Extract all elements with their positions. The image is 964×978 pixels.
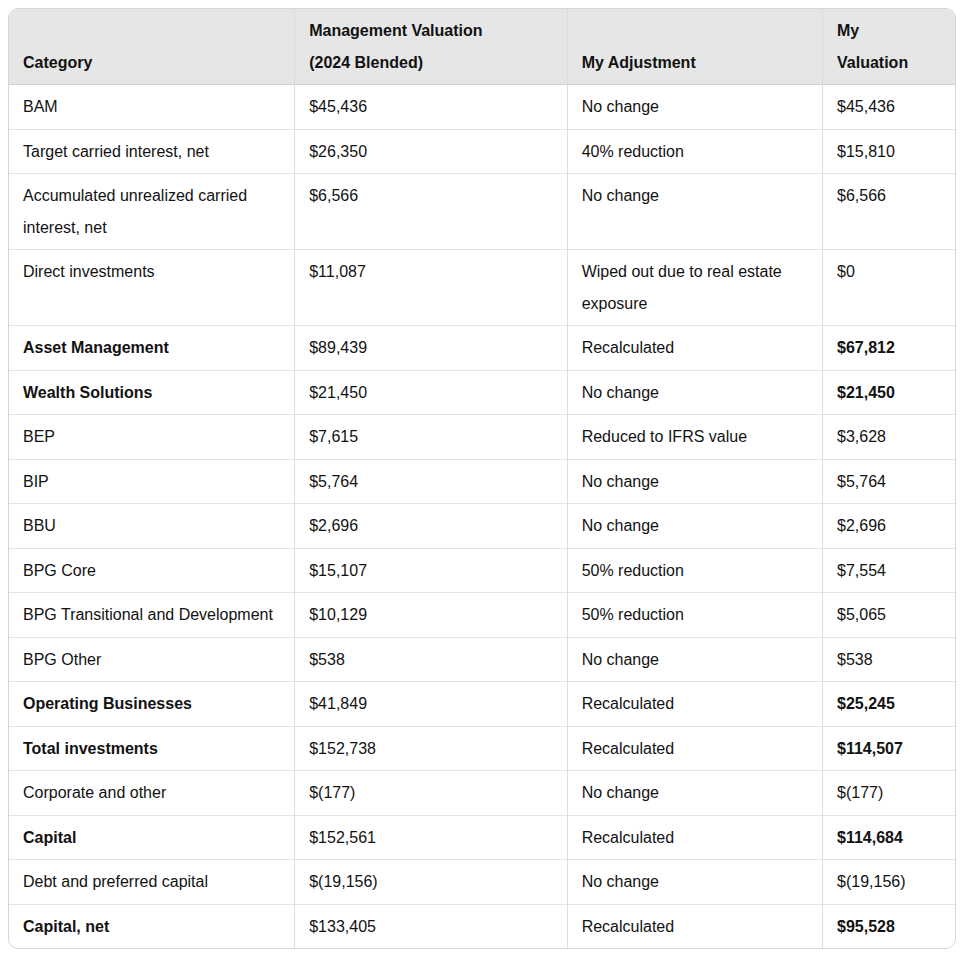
- category-cell: BPG Core: [9, 548, 295, 593]
- management-valuation-cell: $45,436: [295, 85, 567, 130]
- management-valuation-cell: $41,849: [295, 682, 567, 727]
- my-adjustment-cell: Wiped out due to real estate exposure: [567, 250, 822, 326]
- my-adjustment-cell: Recalculated: [567, 726, 822, 771]
- my-valuation-cell: $45,436: [823, 85, 955, 130]
- management-valuation-cell: $6,566: [295, 174, 567, 250]
- category-cell: BPG Transitional and Development: [9, 593, 295, 638]
- my-valuation-cell: $67,812: [823, 326, 955, 371]
- management-valuation-cell: $11,087: [295, 250, 567, 326]
- header-row: Category Management Valuation (2024 Blen…: [9, 9, 955, 85]
- category-cell: Operating Businesses: [9, 682, 295, 727]
- my-adjustment-cell: 50% reduction: [567, 593, 822, 638]
- column-header-category: Category: [9, 9, 295, 85]
- my-valuation-cell: $15,810: [823, 129, 955, 174]
- my-adjustment-cell: Recalculated: [567, 815, 822, 860]
- management-valuation-cell: $(19,156): [295, 860, 567, 905]
- management-valuation-cell: $26,350: [295, 129, 567, 174]
- my-valuation-cell: $7,554: [823, 548, 955, 593]
- my-adjustment-cell: Reduced to IFRS value: [567, 415, 822, 460]
- table-row: Capital$152,561Recalculated$114,684: [9, 815, 955, 860]
- my-valuation-cell: $21,450: [823, 370, 955, 415]
- category-cell: Asset Management: [9, 326, 295, 371]
- my-adjustment-cell: No change: [567, 370, 822, 415]
- my-valuation-cell: $(19,156): [823, 860, 955, 905]
- my-adjustment-cell: No change: [567, 174, 822, 250]
- column-header-management-valuation: Management Valuation (2024 Blended): [295, 9, 567, 85]
- my-adjustment-cell: 40% reduction: [567, 129, 822, 174]
- valuation-table-card: Category Management Valuation (2024 Blen…: [8, 8, 956, 949]
- category-cell: Accumulated unrealized carried interest,…: [9, 174, 295, 250]
- my-adjustment-cell: No change: [567, 860, 822, 905]
- my-valuation-cell: $538: [823, 637, 955, 682]
- table-row: Direct investments$11,087Wiped out due t…: [9, 250, 955, 326]
- table-row: BAM$45,436No change$45,436: [9, 85, 955, 130]
- management-valuation-cell: $15,107: [295, 548, 567, 593]
- management-valuation-cell: $152,738: [295, 726, 567, 771]
- category-cell: Debt and preferred capital: [9, 860, 295, 905]
- table-row: Debt and preferred capital$(19,156)No ch…: [9, 860, 955, 905]
- management-valuation-cell: $152,561: [295, 815, 567, 860]
- management-valuation-cell: $21,450: [295, 370, 567, 415]
- table-row: BPG Other$538No change$538: [9, 637, 955, 682]
- my-adjustment-cell: 50% reduction: [567, 548, 822, 593]
- my-valuation-cell: $5,764: [823, 459, 955, 504]
- table-row: Accumulated unrealized carried interest,…: [9, 174, 955, 250]
- category-cell: BBU: [9, 504, 295, 549]
- management-valuation-cell: $89,439: [295, 326, 567, 371]
- table-body: BAM$45,436No change$45,436Target carried…: [9, 85, 955, 949]
- my-adjustment-cell: No change: [567, 771, 822, 816]
- category-cell: Corporate and other: [9, 771, 295, 816]
- my-adjustment-cell: No change: [567, 504, 822, 549]
- table-row: Total investments$152,738Recalculated$11…: [9, 726, 955, 771]
- table-row: BBU$2,696No change$2,696: [9, 504, 955, 549]
- management-valuation-cell: $133,405: [295, 904, 567, 948]
- table-row: Asset Management$89,439Recalculated$67,8…: [9, 326, 955, 371]
- my-valuation-cell: $(177): [823, 771, 955, 816]
- my-valuation-cell: $114,507: [823, 726, 955, 771]
- category-cell: BEP: [9, 415, 295, 460]
- management-valuation-cell: $7,615: [295, 415, 567, 460]
- category-cell: Target carried interest, net: [9, 129, 295, 174]
- category-cell: BPG Other: [9, 637, 295, 682]
- table-row: Operating Businesses$41,849Recalculated$…: [9, 682, 955, 727]
- my-valuation-cell: $114,684: [823, 815, 955, 860]
- management-valuation-cell: $5,764: [295, 459, 567, 504]
- my-valuation-cell: $6,566: [823, 174, 955, 250]
- valuation-table: Category Management Valuation (2024 Blen…: [9, 9, 955, 948]
- table-row: Capital, net$133,405Recalculated$95,528: [9, 904, 955, 948]
- table-row: BPG Transitional and Development$10,1295…: [9, 593, 955, 638]
- my-adjustment-cell: No change: [567, 637, 822, 682]
- my-valuation-cell: $3,628: [823, 415, 955, 460]
- management-valuation-cell: $538: [295, 637, 567, 682]
- table-row: Wealth Solutions$21,450No change$21,450: [9, 370, 955, 415]
- category-cell: Direct investments: [9, 250, 295, 326]
- table-row: BEP$7,615Reduced to IFRS value$3,628: [9, 415, 955, 460]
- my-adjustment-cell: Recalculated: [567, 904, 822, 948]
- table-row: Target carried interest, net$26,35040% r…: [9, 129, 955, 174]
- category-cell: Capital: [9, 815, 295, 860]
- column-header-my-valuation: My Valuation: [823, 9, 955, 85]
- table-row: BPG Core$15,10750% reduction$7,554: [9, 548, 955, 593]
- management-valuation-cell: $(177): [295, 771, 567, 816]
- my-valuation-cell: $5,065: [823, 593, 955, 638]
- my-adjustment-cell: No change: [567, 459, 822, 504]
- my-valuation-cell: $2,696: [823, 504, 955, 549]
- column-header-my-adjustment: My Adjustment: [567, 9, 822, 85]
- my-valuation-cell: $0: [823, 250, 955, 326]
- my-adjustment-cell: No change: [567, 85, 822, 130]
- my-valuation-cell: $95,528: [823, 904, 955, 948]
- category-cell: Capital, net: [9, 904, 295, 948]
- category-cell: Wealth Solutions: [9, 370, 295, 415]
- management-valuation-cell: $10,129: [295, 593, 567, 638]
- category-cell: Total investments: [9, 726, 295, 771]
- my-valuation-cell: $25,245: [823, 682, 955, 727]
- category-cell: BAM: [9, 85, 295, 130]
- table-row: Corporate and other$(177)No change$(177): [9, 771, 955, 816]
- my-adjustment-cell: Recalculated: [567, 326, 822, 371]
- table-row: BIP$5,764No change$5,764: [9, 459, 955, 504]
- management-valuation-cell: $2,696: [295, 504, 567, 549]
- category-cell: BIP: [9, 459, 295, 504]
- my-adjustment-cell: Recalculated: [567, 682, 822, 727]
